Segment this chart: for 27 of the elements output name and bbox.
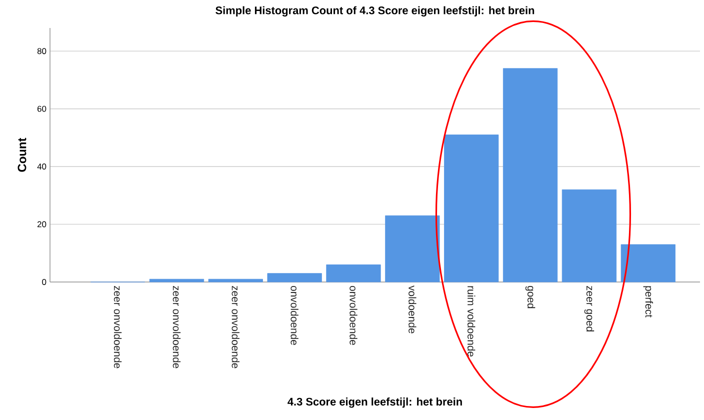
- y-tick-label: 0: [42, 279, 46, 285]
- x-tick-label: goed: [525, 286, 536, 308]
- x-tick-label: zeer goed: [584, 286, 594, 332]
- x-tick-label: zeer onvoldoende: [114, 286, 122, 368]
- chart-title: Simple Histogram Count of 4.3 Score eigen leefstijl: het brein: [216, 6, 534, 17]
- x-tick-label: onvoldoende: [290, 286, 298, 345]
- bar: [444, 134, 499, 282]
- x-tick-label: zeer onvoldoende: [232, 286, 240, 368]
- x-tick-label: zeer onvoldoende: [172, 286, 181, 368]
- x-tick-label: ruim voldoende: [468, 286, 476, 357]
- x-axis-title: 4.3 Score eigen leefstijl: het brein: [288, 398, 462, 408]
- bar: [326, 264, 381, 282]
- y-axis-title: Count: [18, 138, 26, 172]
- bar: [149, 278, 204, 282]
- bar: [208, 278, 263, 282]
- y-tick-label: 40: [37, 164, 46, 170]
- bar: [620, 244, 676, 282]
- x-tick-label: onvoldoende: [350, 286, 358, 345]
- y-tick-label: 20: [37, 221, 46, 228]
- y-tick-label: 60: [38, 106, 46, 112]
- x-tick-label: perfect: [643, 286, 654, 318]
- bar: [562, 189, 617, 282]
- x-tick-label: voldoende: [408, 286, 416, 334]
- y-tick-label: 80: [37, 48, 46, 54]
- bar: [385, 215, 440, 282]
- bar: [267, 273, 322, 282]
- bar: [502, 68, 558, 282]
